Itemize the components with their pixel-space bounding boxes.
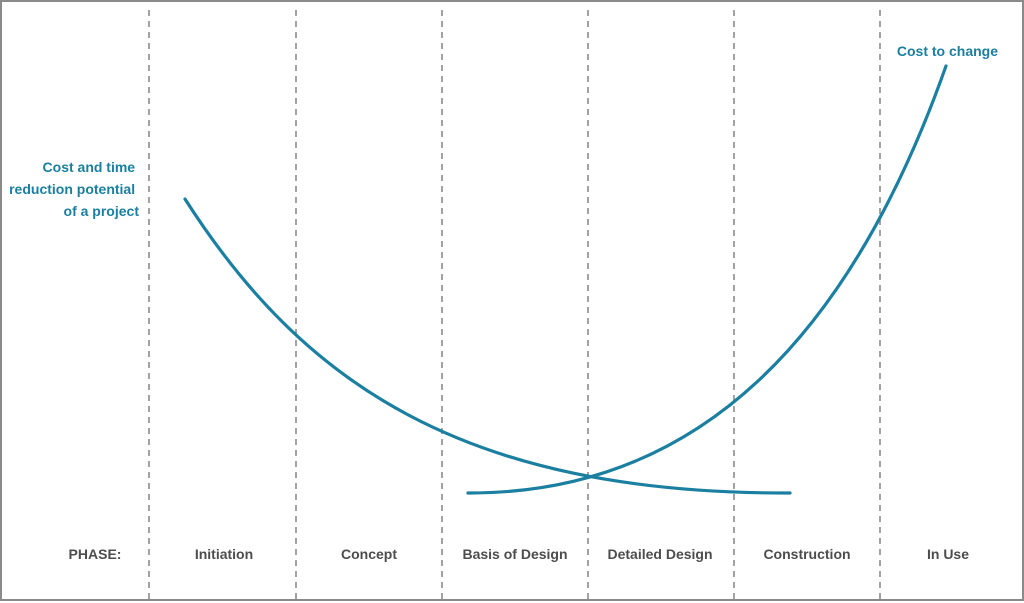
phase-concept: Concept bbox=[341, 546, 397, 562]
cost-reduction-curve bbox=[183, 197, 792, 495]
cost-reduction-label: Cost and time reduction potential of a p… bbox=[9, 159, 139, 219]
cost-to-change-label: Cost to change bbox=[897, 43, 998, 59]
cost-to-change-curve bbox=[466, 64, 948, 495]
phase-construction: Construction bbox=[763, 546, 850, 562]
phase-basis-of-design: Basis of Design bbox=[462, 546, 567, 562]
phase-initiation: Initiation bbox=[195, 546, 253, 562]
phase-detailed-design: Detailed Design bbox=[607, 546, 712, 562]
phase-in-use: In Use bbox=[927, 546, 969, 562]
phase-header: PHASE: bbox=[69, 546, 122, 562]
